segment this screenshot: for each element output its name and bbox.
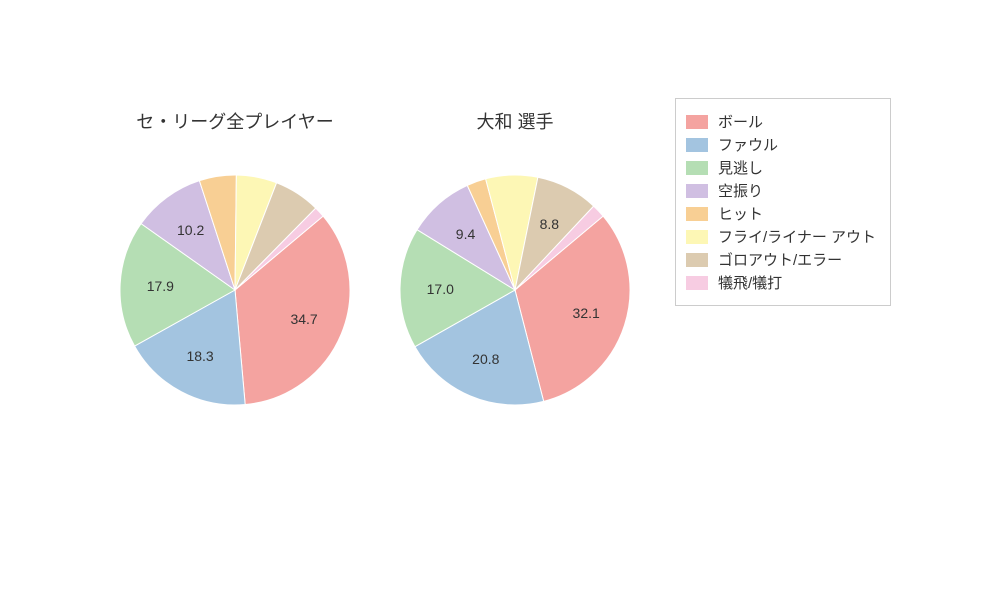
pie-slice-label: 20.8 [472,351,499,367]
pie-slice-label: 8.8 [540,216,559,232]
legend-item: 空振り [686,180,876,201]
legend-swatch [686,253,708,267]
legend-label: 見逃し [718,157,763,178]
legend-item: ボール [686,111,876,132]
pie-title-league: セ・リーグ全プレイヤー [115,108,355,134]
pie-slice-label: 18.3 [186,348,213,364]
pie-chart-player: 32.1 20.8 17.0 9.4 8.8 [398,173,632,407]
legend-item: ファウル [686,134,876,155]
pie-slice-label: 17.0 [427,281,454,297]
legend-swatch [686,230,708,244]
pie-slice-label: 34.7 [290,311,317,327]
chart-container: 34.7 18.3 17.9 10.2 セ・リーグ全プレイヤー 32.1 20.8 17.0 9… [0,0,1000,600]
pie-slice-label: 9.4 [456,226,475,242]
legend-label: ヒット [718,203,763,224]
legend-label: 空振り [718,180,763,201]
legend-label: ゴロアウト/エラー [718,249,842,270]
legend-item: 見逃し [686,157,876,178]
pie-title-player: 大和 選手 [415,108,615,134]
legend-item: フライ/ライナー アウト [686,226,876,247]
legend-label: 犠飛/犠打 [718,272,782,293]
legend-label: フライ/ライナー アウト [718,226,876,247]
legend-label: ファウル [718,134,778,155]
legend-swatch [686,161,708,175]
legend-item: ゴロアウト/エラー [686,249,876,270]
legend-swatch [686,276,708,290]
legend-swatch [686,115,708,129]
pie-slice-label: 10.2 [177,222,204,238]
legend-swatch [686,138,708,152]
pie-slice-label: 17.9 [147,278,174,294]
legend-swatch [686,184,708,198]
pie-slice-label: 32.1 [573,305,600,321]
legend-item: 犠飛/犠打 [686,272,876,293]
legend-swatch [686,207,708,221]
legend: ボールファウル見逃し空振りヒットフライ/ライナー アウトゴロアウト/エラー犠飛/… [675,98,891,306]
pie-chart-league: 34.7 18.3 17.9 10.2 [118,173,352,407]
legend-label: ボール [718,111,763,132]
legend-item: ヒット [686,203,876,224]
